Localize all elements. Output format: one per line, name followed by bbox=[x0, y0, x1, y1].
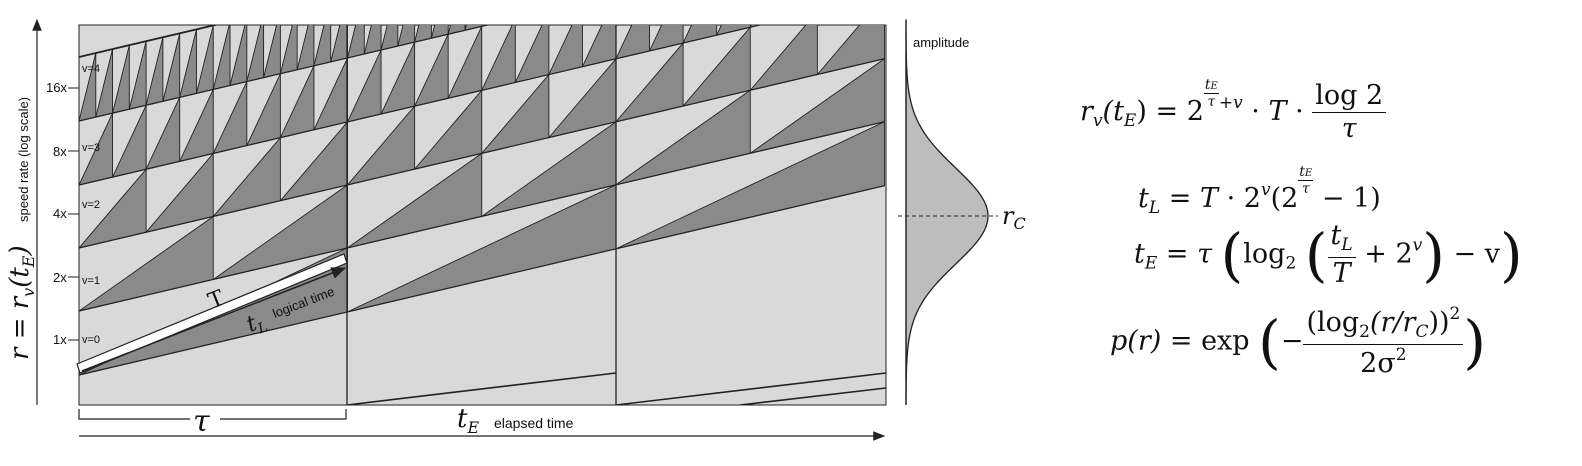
rc-label: rC bbox=[1002, 202, 1026, 233]
y-tick-8x: 8x bbox=[53, 144, 67, 159]
ramp-v4 bbox=[549, 0, 566, 11]
amplitude-curve bbox=[905, 19, 989, 406]
y-tick-2x: 2x bbox=[53, 270, 67, 285]
band-line bbox=[615, 185, 885, 250]
ramp-v4 bbox=[414, 25, 432, 43]
band-line bbox=[79, 57, 80, 58]
tau-bracket: τ bbox=[78, 404, 347, 439]
ramp-v4 bbox=[515, 0, 532, 18]
band-line bbox=[79, 121, 348, 186]
band-line bbox=[615, 372, 886, 405]
band-line bbox=[347, 25, 491, 59]
ramp-v4 bbox=[481, 25, 490, 27]
x-axis-label: tE elapsed time bbox=[457, 404, 574, 437]
T-bar bbox=[76, 253, 348, 374]
ramp-v4 bbox=[464, 25, 483, 31]
logical-time-arrow bbox=[81, 267, 347, 372]
ramp-v4 bbox=[430, 25, 449, 39]
y-tick-16x: 16x bbox=[46, 80, 67, 95]
ramp-v3 bbox=[851, 0, 885, 4]
band-line bbox=[79, 25, 220, 58]
svg-text:τ: τ bbox=[193, 404, 210, 439]
band-line bbox=[79, 375, 80, 376]
y-tick-1x: 1x bbox=[53, 332, 67, 347]
band-line bbox=[615, 58, 885, 123]
equation-amplitude: p(r) = exp (− (log2(r/rC))2 2σ2) bbox=[1110, 304, 1486, 379]
y-axis-label: r = rv(tE) speed rate (log scale) bbox=[5, 97, 38, 360]
band-line bbox=[739, 387, 886, 405]
level-labels: v=4 v=3 v=2 v=1 v=0 bbox=[82, 63, 100, 346]
band-line bbox=[79, 121, 80, 122]
band-line bbox=[347, 248, 617, 313]
ramp-v4 bbox=[499, 0, 516, 22]
svg-text:r = rv(tE): r = rv(tE) bbox=[5, 245, 38, 360]
band-line bbox=[346, 372, 617, 405]
band-line bbox=[79, 185, 80, 186]
ramp-v4 bbox=[397, 25, 416, 47]
ramp-v4 bbox=[447, 25, 466, 35]
band-line bbox=[79, 57, 348, 122]
band-line bbox=[347, 58, 617, 123]
band-line bbox=[79, 184, 348, 249]
ramp-v3 bbox=[749, 25, 762, 28]
ramp-v3 bbox=[0, 137, 12, 209]
ramp-v3 bbox=[817, 0, 851, 11]
y-axis-caption: speed rate (log scale) bbox=[16, 97, 31, 222]
svg-text:elapsed time: elapsed time bbox=[494, 415, 574, 431]
level-v1: v=1 bbox=[82, 275, 100, 287]
level-v3: v=3 bbox=[82, 142, 100, 154]
ramp-v4 bbox=[0, 73, 12, 141]
level-v0: v=0 bbox=[82, 334, 100, 346]
ramp-v4 bbox=[566, 0, 583, 7]
band-line bbox=[347, 121, 617, 186]
band-line bbox=[79, 311, 348, 376]
equation-elapsed-time: tE = τ (log2 (tL T + 2v) − v) bbox=[1134, 220, 1523, 290]
band-line bbox=[615, 25, 763, 60]
svg-text:tE: tE bbox=[457, 404, 479, 437]
ramp-v4 bbox=[532, 0, 549, 15]
band-line bbox=[615, 121, 885, 186]
level-v2: v=2 bbox=[82, 199, 100, 211]
band-line bbox=[347, 184, 617, 249]
y-tick-4x: 4x bbox=[53, 206, 67, 221]
band-boundaries bbox=[79, 25, 886, 405]
ramp-v4 bbox=[582, 0, 599, 3]
ramp-v3 bbox=[784, 0, 818, 19]
level-v4: v=4 bbox=[82, 63, 100, 75]
band-line bbox=[79, 247, 348, 312]
amplitude-label: amplitude bbox=[913, 35, 969, 50]
equation-logical-time: tL = T · 2v(2 tE τ − 1) bbox=[1138, 164, 1381, 218]
y-ticks: 16x 8x 4x 2x 1x bbox=[46, 80, 79, 347]
